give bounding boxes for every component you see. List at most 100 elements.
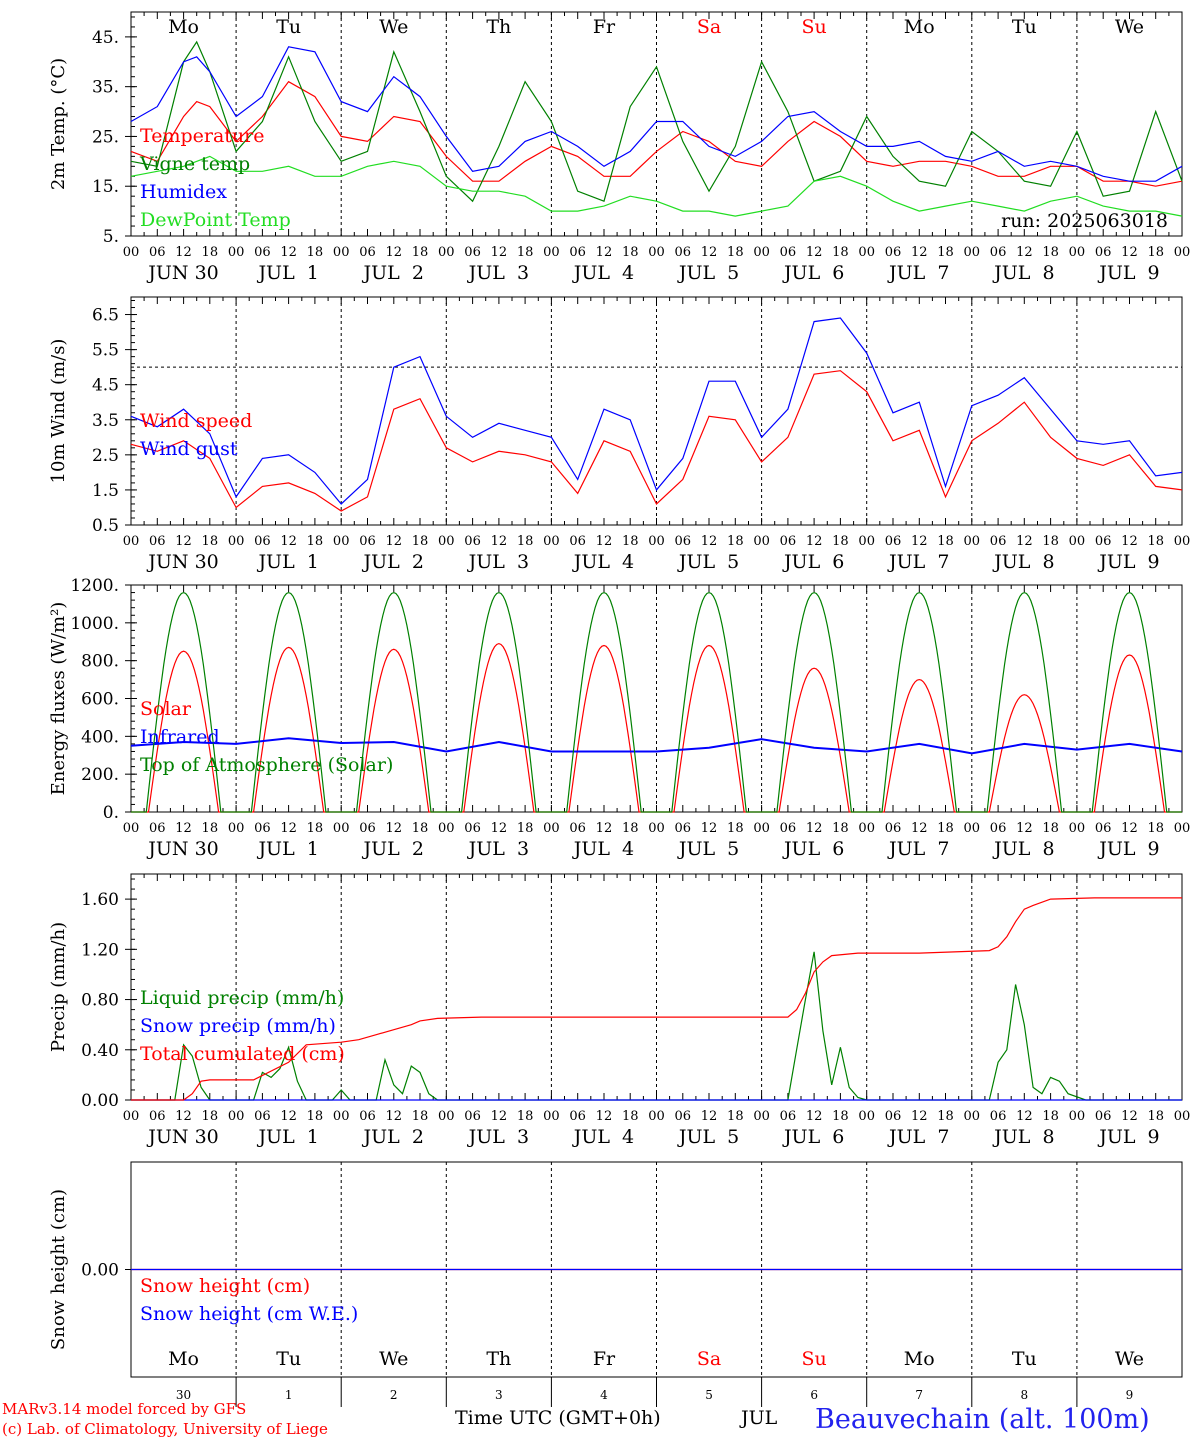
hour-tick-label: 06	[464, 821, 481, 836]
hour-tick-label: 06	[1095, 1109, 1112, 1124]
series-top-of-atmosphere-solar-	[131, 591, 1182, 813]
date-label: JUL 6	[782, 838, 844, 860]
hour-tick-label: 00	[964, 534, 981, 549]
y-axis-title: 10m Wind (m/s)	[48, 339, 69, 484]
hour-tick-label: 12	[385, 1109, 402, 1124]
y-tick-label: 5.	[103, 227, 119, 247]
y-tick-label: 2.5	[92, 446, 119, 466]
panels: 5. 15. 25. 35. 45. 2m Temp. (°C) Temperature Vi…	[48, 11, 1191, 1407]
weekday-label: Mo	[904, 16, 935, 38]
hour-tick-label: 00	[543, 1109, 560, 1124]
hour-tick-label: 12	[1121, 534, 1138, 549]
hour-tick-label: 12	[806, 534, 823, 549]
hour-tick-label: 06	[149, 245, 166, 260]
hour-tick-label: 18	[727, 1109, 744, 1124]
series-vigne-temp	[130, 40, 1183, 203]
legend-snow-height-cm-w-e-: Snow height (cm W.E.)	[140, 1303, 358, 1325]
series-infrared	[130, 737, 1183, 755]
day-number-label: 1	[285, 1388, 293, 1402]
hour-tick-label: 06	[149, 534, 166, 549]
date-label: JUN 30	[146, 1126, 218, 1148]
panel-wind: 0.5 1.5 2.5 3.5 4.5 5.5 6.5 10m Wind (m/s) Wind …	[48, 296, 1190, 573]
hour-tick-label: 12	[596, 245, 613, 260]
hour-tick-label: 00	[1069, 821, 1086, 836]
series-wind-speed	[130, 370, 1183, 512]
weekday-label: Tu	[276, 16, 301, 38]
y-tick-label: 4.5	[92, 376, 119, 396]
hour-tick-label: 06	[149, 821, 166, 836]
hour-tick-label: 18	[622, 534, 639, 549]
legend-infrared: Infrared	[140, 726, 220, 748]
hour-tick-label: 00	[228, 245, 245, 260]
date-label: JUL 7	[887, 1126, 949, 1148]
hour-tick-label: 00	[964, 1109, 981, 1124]
weekday-label-bottom: Tu	[276, 1348, 301, 1370]
hour-tick-label: 06	[780, 245, 797, 260]
hour-tick-label: 18	[1042, 534, 1059, 549]
y-tick-label: 0.00	[81, 1091, 119, 1111]
y-tick-label: 800.	[81, 652, 119, 672]
hour-tick-label: 06	[675, 821, 692, 836]
y-tick-label: 1200.	[70, 576, 119, 596]
series-wind-gust	[130, 317, 1183, 505]
date-label: JUL 4	[572, 262, 634, 284]
hour-tick-label: 00	[753, 1109, 770, 1124]
panel-temperature: 5. 15. 25. 35. 45. 2m Temp. (°C) Temperature Vi…	[48, 11, 1190, 284]
hour-tick-label: 18	[622, 245, 639, 260]
hour-tick-label: 00	[1174, 821, 1191, 836]
hour-tick-label: 06	[780, 1109, 797, 1124]
hour-tick-label: 00	[858, 534, 875, 549]
hour-tick-label: 12	[175, 245, 192, 260]
y-tick-label: 1.5	[92, 481, 119, 501]
weekday-label-bottom: Fr	[593, 1348, 616, 1370]
day-number-label: 9	[1126, 1388, 1134, 1402]
date-label: JUL 1	[256, 838, 318, 860]
legend-snow-precip-mm-h-: Snow precip (mm/h)	[140, 1015, 336, 1037]
hour-tick-label: 06	[569, 534, 586, 549]
hour-tick-label: 06	[990, 821, 1007, 836]
hour-tick-label: 12	[1016, 821, 1033, 836]
hour-tick-label: 00	[543, 821, 560, 836]
date-label: JUL 7	[887, 262, 949, 284]
hour-tick-label: 12	[701, 821, 718, 836]
y-tick-label: 0.5	[92, 516, 119, 536]
hour-tick-label: 18	[517, 245, 534, 260]
hour-tick-label: 12	[1016, 534, 1033, 549]
hour-tick-label: 06	[780, 534, 797, 549]
hour-tick-label: 06	[464, 245, 481, 260]
hour-tick-label: 00	[333, 245, 350, 260]
hour-tick-label: 00	[648, 821, 665, 836]
hour-tick-label: 12	[280, 534, 297, 549]
date-label: JUL 5	[677, 1126, 739, 1148]
hour-tick-label: 18	[832, 534, 849, 549]
hour-tick-label: 00	[438, 245, 455, 260]
date-label: JUN 30	[146, 262, 218, 284]
y-tick-label: 45.	[92, 28, 119, 48]
hour-tick-label: 06	[254, 1109, 271, 1124]
hour-tick-label: 06	[464, 1109, 481, 1124]
hour-tick-label: 12	[491, 1109, 508, 1124]
legend-dewpoint-temp: DewPoint Temp	[140, 209, 291, 231]
date-label: JUL 2	[362, 262, 424, 284]
hour-tick-label: 12	[911, 534, 928, 549]
date-label: JUL 7	[887, 551, 949, 573]
hour-tick-label: 00	[333, 821, 350, 836]
run-label: run: 2025063018	[1001, 210, 1168, 232]
date-label: JUL 3	[467, 838, 529, 860]
hour-tick-label: 18	[727, 821, 744, 836]
date-label: JUN 30	[146, 838, 218, 860]
lab-credit: (c) Lab. of Climatology, University of L…	[2, 1420, 328, 1438]
hour-tick-label: 00	[753, 245, 770, 260]
hour-tick-label: 00	[228, 1109, 245, 1124]
hour-tick-label: 18	[202, 821, 219, 836]
hour-tick-label: 06	[569, 1109, 586, 1124]
hour-tick-label: 00	[648, 534, 665, 549]
hour-tick-label: 18	[622, 1109, 639, 1124]
hour-tick-label: 00	[753, 821, 770, 836]
hour-tick-label: 00	[438, 821, 455, 836]
date-label: JUL 9	[1097, 838, 1159, 860]
hour-tick-label: 18	[412, 821, 429, 836]
series-dewpoint-temp	[130, 155, 1183, 217]
hour-tick-label: 12	[1121, 821, 1138, 836]
date-label: JUL 5	[677, 838, 739, 860]
